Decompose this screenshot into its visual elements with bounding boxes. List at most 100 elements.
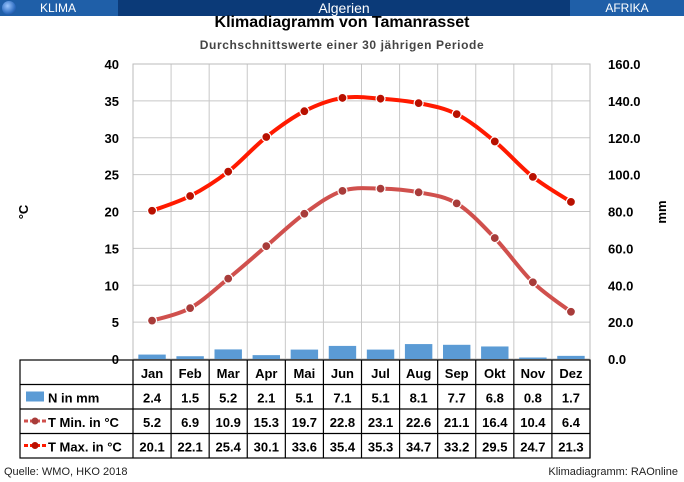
t-min-point bbox=[413, 187, 424, 198]
table-cell: 33.2 bbox=[444, 440, 469, 455]
table-cell: 30.1 bbox=[254, 440, 279, 455]
y-left-axis-label: °C bbox=[16, 204, 31, 219]
t-max-point bbox=[261, 131, 272, 143]
table-cell: 29.5 bbox=[482, 440, 507, 455]
precipitation-bar bbox=[557, 355, 585, 359]
table-cell: 19.7 bbox=[292, 415, 317, 430]
y-right-tick-label: 60.0 bbox=[608, 241, 633, 256]
table-cell: 7.1 bbox=[333, 391, 351, 406]
table-cell: 2.4 bbox=[143, 391, 162, 406]
t-max-point bbox=[223, 166, 234, 177]
month-label: Nov bbox=[521, 366, 546, 381]
y-left-tick-label: 40 bbox=[105, 57, 119, 72]
legend-label: T Max. in °C bbox=[48, 440, 122, 455]
month-label: Feb bbox=[179, 366, 202, 381]
t-min-point bbox=[185, 303, 196, 314]
y-right-tick-label: 0.0 bbox=[608, 352, 626, 367]
table-cell: 33.6 bbox=[292, 440, 317, 455]
y-left-tick-label: 5 bbox=[112, 315, 119, 330]
month-label: Apr bbox=[255, 366, 277, 381]
table-cell: 5.1 bbox=[295, 391, 313, 406]
t-min-point bbox=[223, 273, 234, 284]
table-cell: 22.6 bbox=[406, 415, 431, 430]
table-cell: 6.4 bbox=[562, 415, 581, 430]
t-max-point bbox=[299, 106, 310, 117]
y-left-tick-label: 25 bbox=[105, 168, 119, 183]
t-min-point bbox=[299, 208, 310, 219]
table-cell: 21.3 bbox=[558, 440, 583, 455]
precipitation-bar bbox=[214, 349, 242, 359]
t-max-point bbox=[375, 93, 386, 104]
t-min-point bbox=[146, 315, 158, 326]
table-cell: 1.5 bbox=[181, 391, 199, 406]
table-cell: 16.4 bbox=[482, 415, 508, 430]
table-cell: 0.8 bbox=[524, 391, 542, 406]
table-cell: 21.1 bbox=[444, 415, 469, 430]
precipitation-bar bbox=[366, 349, 395, 359]
month-label: Jan bbox=[141, 366, 163, 381]
legend-key-bar bbox=[26, 391, 44, 402]
t-min-point bbox=[565, 306, 577, 317]
table-cell: 35.4 bbox=[330, 440, 356, 455]
t-min-point bbox=[375, 183, 386, 194]
precipitation-bar bbox=[519, 357, 547, 359]
precipitation-bar bbox=[481, 346, 509, 359]
t-max-point bbox=[565, 196, 577, 208]
t-min-point bbox=[451, 198, 462, 209]
t-max-point bbox=[489, 136, 500, 147]
t-min-point bbox=[261, 241, 272, 252]
precipitation-bar bbox=[138, 354, 166, 359]
chart-title: Klimadiagramm von Tamanrasset bbox=[214, 14, 470, 31]
klima-label: KLIMA bbox=[40, 1, 77, 15]
table-cell: 5.2 bbox=[219, 391, 237, 406]
table-cell: 25.4 bbox=[216, 440, 242, 455]
y-right-tick-label: 120.0 bbox=[608, 131, 641, 146]
precipitation-bar bbox=[328, 345, 357, 359]
table-cell: 22.1 bbox=[177, 440, 202, 455]
month-label: Okt bbox=[484, 366, 506, 381]
month-label: Aug bbox=[406, 366, 431, 381]
y-right-axis-label: mm bbox=[654, 200, 669, 223]
t-max-point bbox=[146, 205, 158, 216]
t-max-point bbox=[185, 190, 196, 202]
y-right-tick-label: 40.0 bbox=[608, 278, 633, 293]
table-cell: 15.3 bbox=[254, 415, 279, 430]
y-right-tick-label: 80.0 bbox=[608, 205, 633, 220]
y-left-tick-label: 20 bbox=[105, 205, 119, 220]
y-left-tick-label: 15 bbox=[105, 241, 119, 256]
table-cell: 35.3 bbox=[368, 440, 393, 455]
klima-tab[interactable]: KLIMA bbox=[0, 0, 118, 16]
t-max-point bbox=[527, 171, 538, 182]
continent-tab[interactable]: AFRIKA bbox=[570, 0, 684, 16]
month-label: Mai bbox=[294, 366, 316, 381]
chart-subtitle: Durchschnittswerte einer 30 jährigen Per… bbox=[199, 38, 485, 52]
table-cell: 6.8 bbox=[486, 391, 504, 406]
table-cell: 24.7 bbox=[520, 440, 545, 455]
t-max-point bbox=[451, 109, 462, 120]
legend-key-point bbox=[31, 442, 39, 449]
legend-label: T Min. in °C bbox=[48, 415, 120, 430]
table-cell: 34.7 bbox=[406, 440, 431, 455]
y-left-tick-label: 35 bbox=[105, 94, 119, 109]
credit-note: Klimadiagramm: RAOnline bbox=[548, 466, 678, 478]
month-label: Dez bbox=[559, 366, 583, 381]
month-label: Sep bbox=[445, 366, 469, 381]
t-min-point bbox=[527, 277, 538, 288]
table-cell: 20.1 bbox=[139, 440, 164, 455]
table-cell: 1.7 bbox=[562, 391, 580, 406]
precipitation-bar bbox=[404, 344, 433, 359]
month-label: Jun bbox=[331, 366, 354, 381]
table-cell: 8.1 bbox=[410, 391, 428, 406]
top-bar: KLIMA Algerien AFRIKA bbox=[0, 0, 684, 16]
precipitation-bar bbox=[290, 349, 319, 359]
table-cell: 22.8 bbox=[330, 415, 355, 430]
table-cell: 5.1 bbox=[372, 391, 390, 406]
country-title[interactable]: Algerien bbox=[118, 0, 570, 16]
y-right-tick-label: 160.0 bbox=[608, 57, 641, 72]
table-cell: 7.7 bbox=[448, 391, 466, 406]
table-cell: 10.9 bbox=[216, 415, 241, 430]
table-cell: 23.1 bbox=[368, 415, 393, 430]
precipitation-bar bbox=[252, 355, 281, 359]
precipitation-bar bbox=[176, 356, 204, 359]
